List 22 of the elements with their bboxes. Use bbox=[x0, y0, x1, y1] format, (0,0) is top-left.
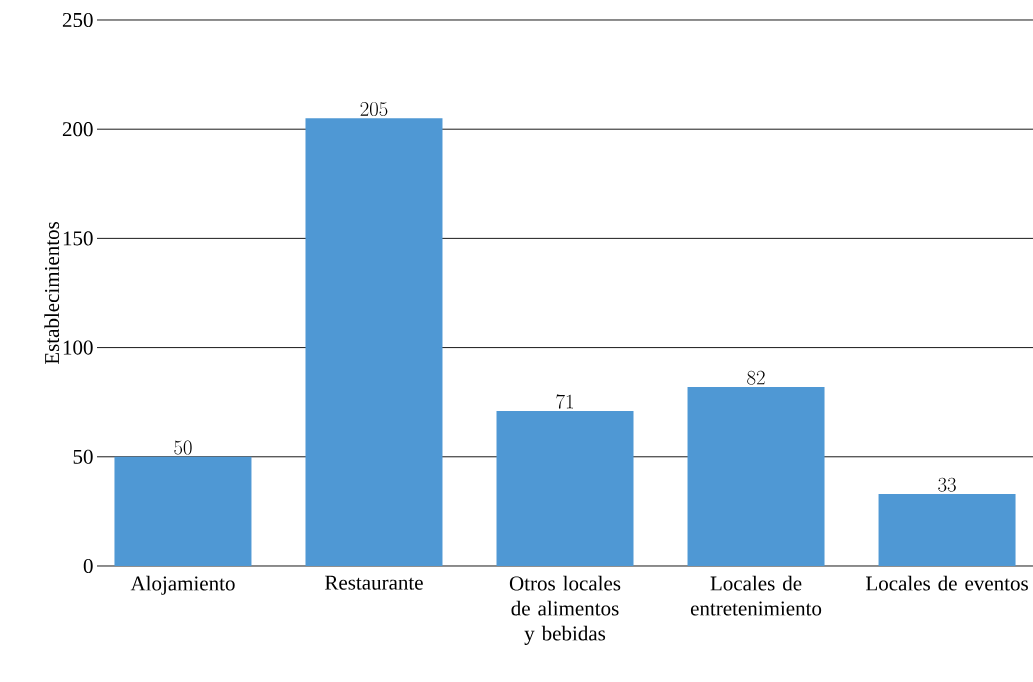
x-tick-label: Restaurante bbox=[325, 575, 423, 590]
x-tick-label: Locales de eventos bbox=[866, 575, 1028, 591]
bar bbox=[878, 493, 1016, 566]
bar bbox=[305, 118, 443, 566]
data-label: 82 bbox=[747, 370, 765, 385]
x-tick-label: Alojamiento bbox=[130, 575, 235, 595]
y-tick-label: 50 bbox=[73, 449, 93, 464]
x-tick-label: Locales de entretenimiento bbox=[690, 575, 822, 616]
x-tick-label: Otros locales de alimentos y bebidas bbox=[509, 575, 621, 645]
data-label: 50 bbox=[174, 440, 192, 455]
data-label: 71 bbox=[556, 394, 573, 409]
data-label: 205 bbox=[360, 102, 388, 117]
y-tick-label: 250 bbox=[62, 12, 93, 28]
y-tick-label: 100 bbox=[63, 340, 93, 355]
y-tick-label: 200 bbox=[62, 122, 93, 137]
y-axis-title: Establecimientos bbox=[44, 221, 60, 365]
bar bbox=[114, 456, 252, 566]
y-tick-label: 150 bbox=[63, 231, 93, 246]
bar bbox=[496, 410, 634, 566]
y-tick-label: 0 bbox=[83, 558, 93, 574]
bar bbox=[687, 386, 825, 566]
data-label: 33 bbox=[938, 477, 956, 492]
